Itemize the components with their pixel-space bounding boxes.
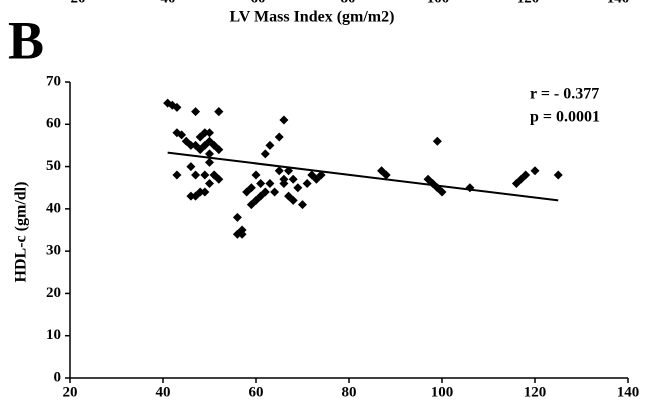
- y-axis-title: HDL-c (gm/dl): [13, 182, 30, 283]
- point: [274, 132, 284, 142]
- point: [172, 102, 182, 112]
- point: [260, 149, 270, 159]
- point: [279, 115, 289, 125]
- point: [186, 140, 196, 150]
- annotation: r = - 0.377: [530, 86, 599, 103]
- point: [214, 107, 224, 117]
- point: [279, 178, 289, 188]
- point: [260, 187, 270, 197]
- previous-x-tick-label: 80: [341, 0, 356, 6]
- point: [298, 200, 307, 210]
- previous-x-tick-label: 20: [71, 0, 86, 6]
- point: [177, 130, 187, 140]
- x-tick-label: 40: [156, 384, 171, 400]
- point: [553, 170, 563, 180]
- previous-x-tick-label: 40: [161, 0, 176, 6]
- point: [437, 187, 447, 197]
- point: [200, 170, 210, 180]
- point: [274, 166, 284, 176]
- point: [265, 140, 275, 150]
- point: [205, 157, 214, 167]
- point: [205, 178, 214, 188]
- point: [265, 178, 275, 188]
- point: [205, 149, 214, 159]
- point: [191, 107, 201, 117]
- x-tick-label: 120: [524, 384, 547, 400]
- point: [214, 145, 224, 155]
- x-tick-label: 20: [63, 384, 78, 400]
- x-tick-label: 140: [617, 384, 640, 400]
- point: [195, 187, 205, 197]
- y-tick-label: 50: [46, 158, 61, 174]
- point: [172, 170, 182, 180]
- point: [232, 212, 242, 222]
- point: [251, 170, 261, 180]
- point: [246, 183, 256, 193]
- annotation: p = 0.0001: [530, 109, 600, 126]
- y-tick-label: 70: [46, 73, 61, 89]
- point: [316, 170, 326, 180]
- point: [302, 178, 312, 188]
- x-tick-label: 60: [249, 384, 264, 400]
- y-tick-label: 0: [54, 369, 62, 385]
- point: [191, 170, 201, 180]
- point: [200, 128, 210, 138]
- point: [186, 162, 196, 172]
- y-tick-label: 30: [46, 243, 61, 259]
- point: [209, 170, 219, 180]
- previous-x-tick-label: 120: [517, 0, 540, 6]
- previous-x-tick-label: 140: [607, 0, 630, 6]
- x-tick-label: 100: [431, 384, 454, 400]
- y-tick-label: 20: [46, 285, 61, 301]
- previous-axis-label: LV Mass Index (gm/m2): [230, 9, 395, 26]
- point: [256, 178, 266, 188]
- point: [521, 170, 531, 180]
- point: [432, 136, 442, 146]
- point: [288, 174, 298, 184]
- point: [293, 183, 303, 193]
- point: [530, 166, 540, 176]
- point: [186, 191, 196, 201]
- y-tick-label: 40: [46, 200, 61, 216]
- point: [288, 195, 298, 205]
- panel-label: B: [8, 10, 44, 70]
- y-tick-label: 10: [46, 327, 61, 343]
- y-tick-label: 60: [46, 116, 61, 132]
- point: [205, 128, 214, 138]
- point: [270, 187, 280, 197]
- point: [237, 225, 247, 235]
- point: [200, 187, 210, 197]
- previous-x-tick-label: 100: [427, 0, 450, 6]
- x-tick-label: 80: [342, 384, 357, 400]
- point: [381, 170, 391, 180]
- trend-line: [167, 151, 559, 202]
- previous-x-tick-label: 60: [251, 0, 266, 6]
